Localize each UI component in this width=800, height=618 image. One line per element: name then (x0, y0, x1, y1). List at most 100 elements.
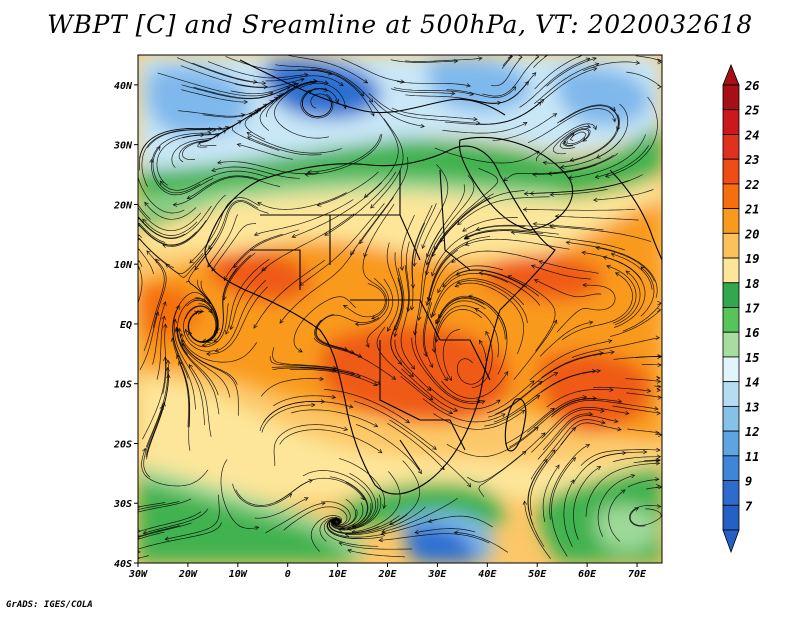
streamline (139, 238, 175, 269)
streamline-arrow (524, 81, 529, 86)
streamline (302, 470, 373, 528)
streamline-arrow (586, 124, 592, 129)
streamline (405, 57, 482, 62)
streamline (644, 459, 661, 462)
streamline (500, 67, 597, 124)
streamline (338, 458, 386, 509)
streamline-arrow (570, 479, 575, 484)
streamline (413, 203, 437, 267)
streamline (156, 316, 165, 380)
streamline (456, 340, 487, 385)
streamline (437, 265, 503, 293)
streamline (595, 145, 649, 178)
streamline-arrow (308, 479, 314, 484)
streamline (505, 408, 555, 445)
streamline (533, 63, 599, 104)
streamline (211, 166, 300, 179)
streamline (585, 462, 660, 517)
streamline-arrow (610, 252, 616, 257)
streamline (233, 229, 299, 268)
streamline (139, 531, 165, 540)
streamline (183, 305, 215, 352)
europe-coastline (239, 59, 506, 116)
streamline-arrow (350, 250, 355, 256)
y-tick-label: EQ (120, 320, 132, 331)
streamline-arrow (582, 137, 588, 142)
streamline (531, 265, 591, 280)
border-10 (399, 439, 421, 471)
streamline (446, 426, 539, 458)
streamline-arrow (609, 387, 614, 393)
streamline (401, 368, 458, 412)
streamline-arrow (409, 306, 415, 311)
streamline-arrow (606, 264, 611, 269)
streamline (188, 303, 217, 342)
streamline (390, 59, 458, 63)
streamline (396, 81, 471, 87)
y-tick-label: 40S (114, 559, 132, 570)
x-tick-label: 70E (628, 569, 647, 580)
colorbar-label: 13 (745, 400, 759, 414)
streamline (207, 61, 308, 79)
streamline-arrow (592, 67, 598, 72)
streamline-arrow (630, 473, 636, 479)
streamline-arrow (216, 160, 222, 165)
streamline-arrow (319, 376, 324, 382)
streamline-arrow (164, 536, 170, 541)
streamline (143, 250, 165, 352)
y-tick-label: 40N (114, 81, 133, 92)
streamline (390, 280, 403, 365)
streamline-arrow (336, 520, 342, 525)
streamline-arrow (595, 245, 600, 251)
streamline-arrow (426, 296, 432, 302)
streamline (379, 533, 490, 544)
streamline-arrow (363, 253, 368, 258)
streamline-arrow (475, 226, 481, 231)
streamline-arrow (600, 408, 605, 413)
streamline (614, 270, 641, 326)
streamline-arrow (585, 443, 591, 449)
x-tick-label: 20E (377, 569, 397, 580)
streamline-arrow (138, 534, 141, 538)
streamline-arrow (214, 348, 220, 353)
streamline (446, 86, 517, 98)
streamline (275, 64, 374, 103)
border-5 (350, 299, 441, 341)
colorbar-label: 18 (745, 277, 759, 291)
streamline-arrow (357, 353, 363, 358)
streamline-arrow (507, 275, 513, 280)
streamline-arrow (186, 195, 192, 200)
streamline (173, 319, 206, 426)
streamline-arrow (142, 218, 147, 224)
streamline (430, 272, 509, 318)
streamline-arrow (656, 375, 661, 381)
streamline (370, 118, 404, 209)
streamline-arrow (162, 301, 167, 306)
streamline (541, 406, 629, 439)
streamline-arrow (431, 271, 436, 277)
streamline-arrow (523, 191, 529, 196)
streamline-arrow (159, 405, 164, 410)
streamline (138, 498, 192, 513)
streamline (138, 501, 180, 510)
streamline-arrow (373, 423, 379, 428)
streamline-arrow (450, 91, 456, 96)
streamline (189, 197, 259, 264)
streamline (519, 58, 590, 108)
streamline (176, 327, 220, 415)
streamline-arrow (304, 172, 309, 177)
streamline (341, 58, 405, 83)
y-tick-label: 20N (113, 200, 133, 211)
streamline (139, 205, 212, 240)
streamline (571, 337, 660, 358)
streamline-arrow (485, 330, 490, 336)
streamline-arrow (309, 80, 315, 85)
streamline-arrow (656, 387, 661, 393)
streamline-arrow (294, 82, 299, 87)
streamline-arrow (451, 258, 456, 263)
streamline (635, 55, 661, 61)
darkorange-core-center (319, 325, 510, 421)
streamline-arrow (588, 411, 594, 417)
streamline (139, 235, 142, 239)
streamline-arrow (507, 55, 513, 59)
